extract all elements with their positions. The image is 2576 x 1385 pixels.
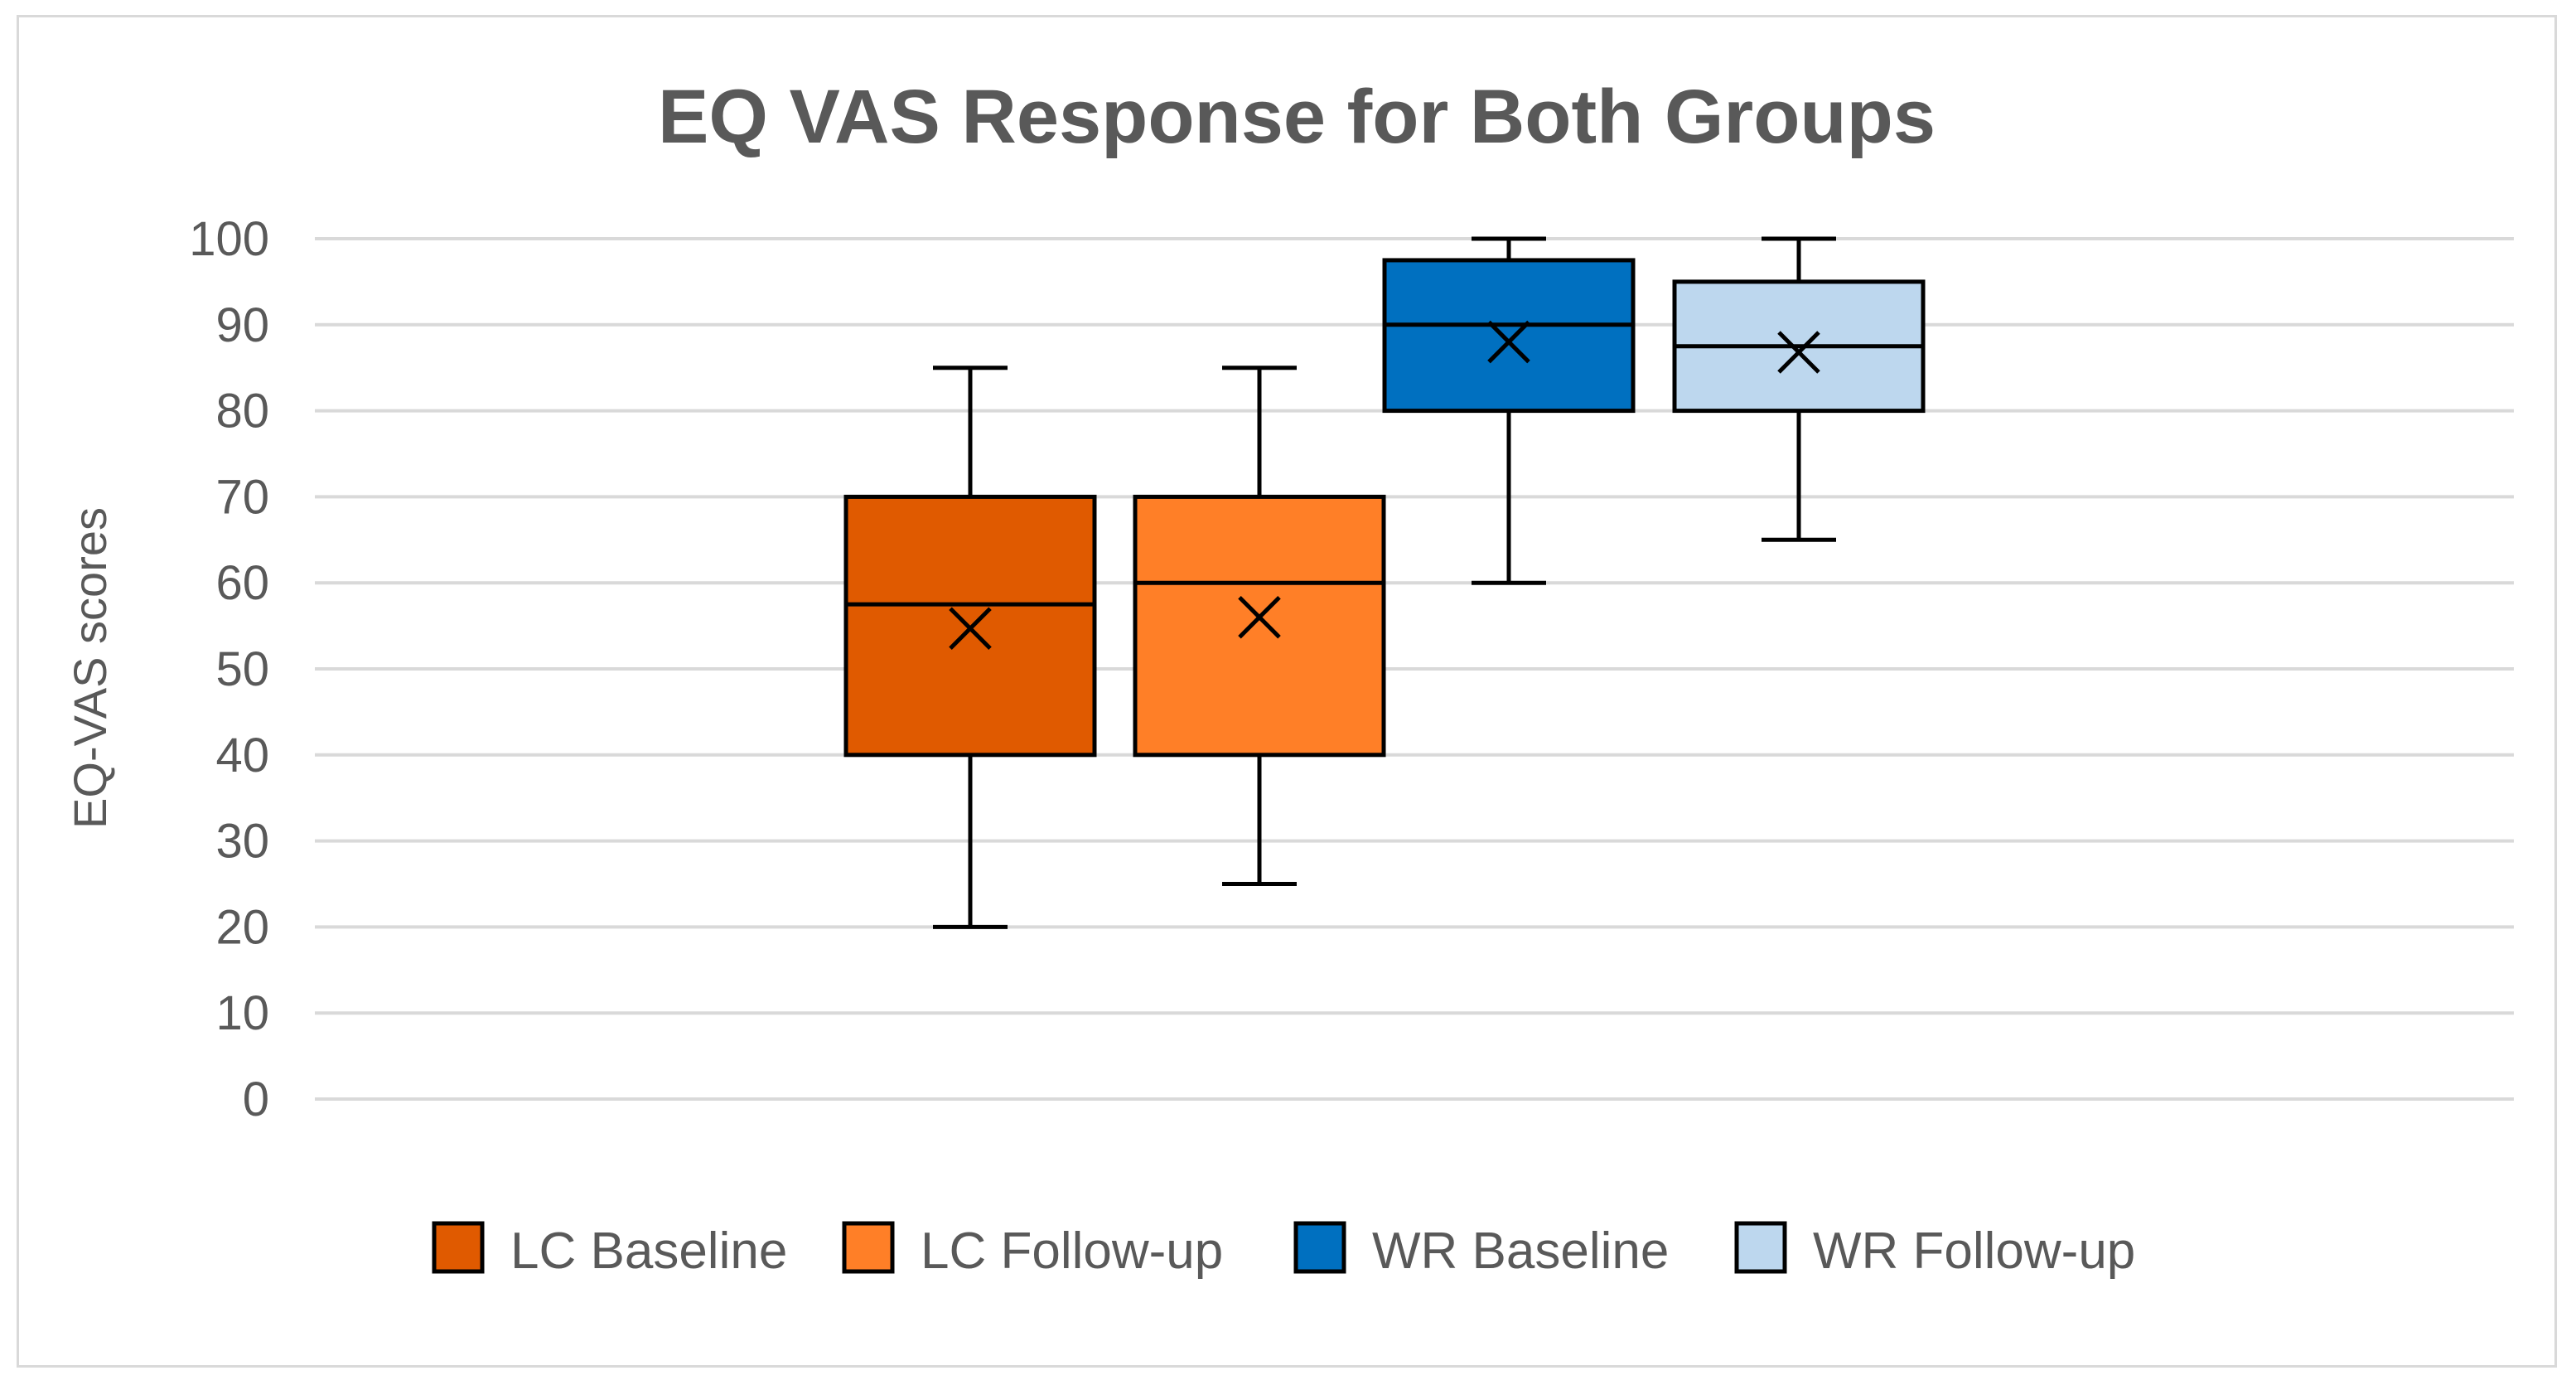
box-layer — [843, 236, 1926, 929]
box-wr-baseline — [1382, 236, 1636, 585]
y-tick-label: 0 — [243, 1073, 269, 1126]
legend-item: WR Baseline — [1293, 1221, 1669, 1280]
legend-swatch — [842, 1221, 895, 1274]
mean-marker — [949, 607, 992, 650]
legend-swatch — [432, 1221, 485, 1274]
y-tick-label: 50 — [215, 642, 269, 696]
legend-label: WR Follow-up — [1813, 1223, 2135, 1280]
y-tick-label: 80 — [215, 385, 269, 438]
legend-label: WR Baseline — [1372, 1223, 1669, 1280]
legend: LC Baseline LC Follow-up WR Baseline WR Fol… — [432, 1221, 2135, 1280]
y-tick-label: 20 — [215, 900, 269, 954]
box-wr-follow-up — [1672, 236, 1926, 542]
y-axis-title: EQ-VAS scores — [64, 507, 116, 829]
y-tick-label: 30 — [215, 815, 269, 869]
mean-marker — [1777, 331, 1820, 374]
legend-item: LC Follow-up — [842, 1221, 1223, 1280]
iqr-box — [1382, 258, 1636, 414]
box-lc-baseline — [843, 366, 1097, 929]
legend-swatch — [1293, 1221, 1346, 1274]
legend-swatch — [1734, 1221, 1787, 1274]
mean-marker — [1238, 595, 1281, 639]
y-axis-ticks: 0 10 20 30 40 50 60 70 80 90 100 — [189, 212, 269, 1126]
y-tick-label: 100 — [189, 212, 269, 266]
y-tick-label: 10 — [215, 986, 269, 1040]
mean-marker — [1487, 320, 1530, 364]
box-lc-follow-up — [1133, 366, 1386, 886]
y-tick-label: 70 — [215, 470, 269, 524]
chart-title: EQ VAS Response for Both Groups — [658, 75, 1936, 159]
legend-label: LC Follow-up — [921, 1223, 1223, 1280]
y-tick-label: 90 — [215, 298, 269, 352]
legend-item: WR Follow-up — [1734, 1221, 2135, 1280]
legend-label: LC Baseline — [510, 1223, 787, 1280]
y-tick-label: 60 — [215, 556, 269, 610]
y-tick-label: 40 — [215, 729, 269, 782]
iqr-box — [1133, 494, 1386, 758]
legend-item: LC Baseline — [432, 1221, 787, 1280]
